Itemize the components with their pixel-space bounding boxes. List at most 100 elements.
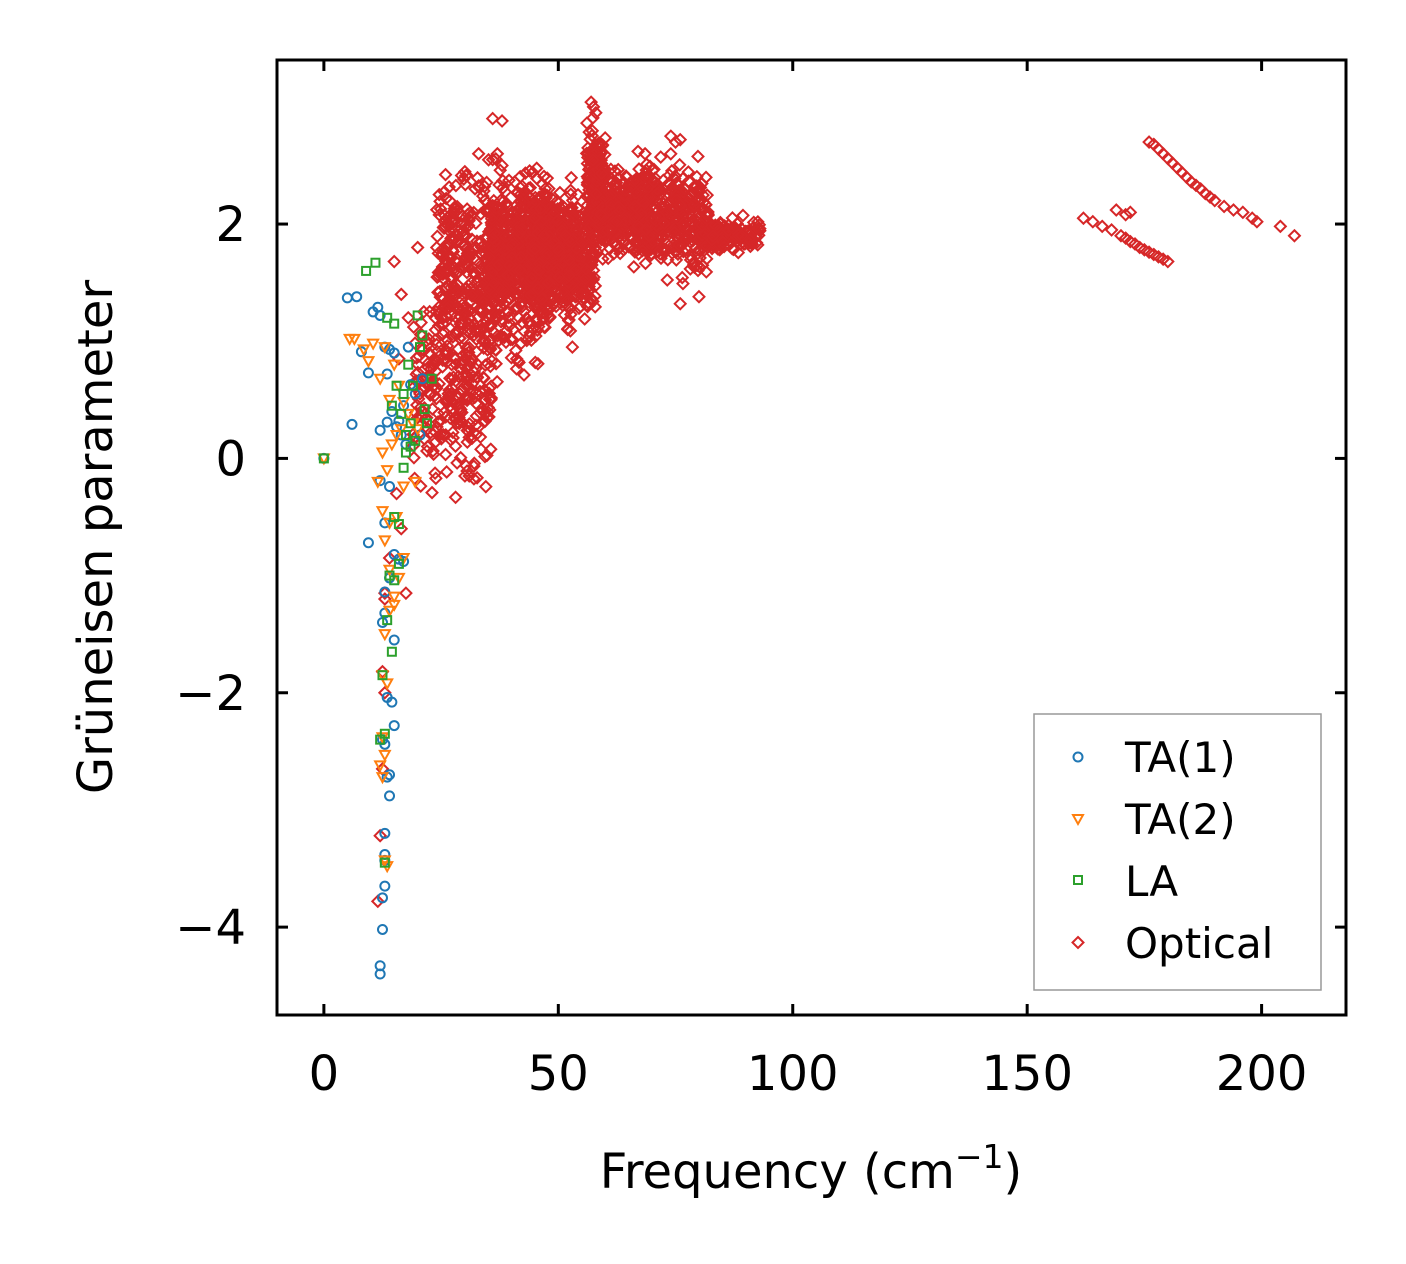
optical-point — [428, 388, 442, 403]
optical-point — [508, 343, 523, 358]
optical-point — [560, 294, 574, 308]
optical-point — [438, 258, 453, 273]
optical-point — [549, 285, 564, 300]
optical-point — [394, 521, 409, 536]
la-point — [400, 429, 411, 440]
optical-point — [513, 284, 527, 299]
ta1-point — [388, 347, 400, 359]
optical-point — [452, 302, 467, 317]
optical-point — [581, 171, 596, 186]
optical-point — [433, 290, 448, 305]
la-point — [403, 359, 414, 370]
optical-point — [660, 219, 675, 234]
optical-point — [1104, 222, 1119, 237]
optical-point — [431, 406, 446, 421]
optical-point — [377, 685, 392, 700]
legend-marker-ta2 — [1071, 814, 1085, 827]
optical-point — [523, 288, 538, 303]
legend-label-ta1: TA(1) — [1124, 733, 1236, 782]
optical-point — [596, 225, 610, 240]
optical-point — [455, 382, 469, 397]
optical-point — [505, 237, 520, 252]
optical-point — [564, 170, 579, 185]
la-point — [391, 380, 402, 391]
optical-point — [439, 241, 454, 255]
optical-point — [699, 206, 713, 221]
optical-point — [717, 239, 731, 254]
ta2-point — [366, 338, 380, 351]
optical-point — [530, 356, 545, 371]
optical-point — [495, 158, 509, 173]
optical-point — [423, 425, 438, 440]
optical-point — [617, 212, 632, 227]
optical-point — [589, 187, 603, 202]
optical-point — [443, 238, 457, 252]
ta1-point — [379, 827, 391, 839]
optical-point — [411, 357, 425, 372]
optical-point — [657, 216, 672, 231]
optical-point — [693, 250, 707, 265]
la-point — [398, 462, 409, 473]
optical-point — [1123, 205, 1138, 220]
optical-point — [582, 240, 596, 254]
optical-point — [673, 132, 688, 147]
optical-point — [525, 165, 540, 180]
optical-point — [672, 197, 687, 212]
optical-point — [463, 205, 478, 220]
optical-point — [590, 144, 605, 158]
optical-point — [609, 214, 624, 229]
optical-point — [491, 280, 506, 295]
optical-point — [492, 177, 507, 192]
optical-point — [421, 356, 436, 370]
optical-point — [528, 241, 542, 256]
optical-point — [476, 370, 491, 385]
optical-point — [460, 300, 474, 315]
optical-point — [457, 354, 472, 369]
optical-point — [478, 479, 493, 494]
optical-point — [485, 231, 500, 246]
optical-point — [466, 317, 481, 332]
ta2-point — [382, 564, 397, 577]
ta1-point — [381, 416, 393, 428]
optical-point — [465, 376, 480, 391]
optical-point — [517, 368, 531, 382]
optical-point — [537, 169, 551, 184]
x-axis-label: Frequency (cm−1) — [600, 1137, 1023, 1200]
optical-point — [595, 251, 610, 266]
optical-point — [509, 351, 524, 366]
optical-point — [502, 268, 517, 283]
optical-point — [639, 163, 654, 178]
optical-point — [479, 175, 494, 190]
optical-point — [669, 253, 684, 267]
optical-point — [507, 175, 522, 189]
ta2-point — [375, 506, 390, 519]
optical-point — [459, 369, 474, 384]
optical-point — [463, 282, 478, 296]
la-point — [379, 857, 390, 868]
optical-point — [631, 144, 645, 159]
optical-point — [449, 235, 464, 249]
la-point — [375, 734, 386, 745]
ta1-point — [384, 790, 396, 802]
optical-point — [420, 439, 435, 454]
optical-point — [513, 194, 527, 209]
optical-point — [472, 180, 487, 195]
optical-point — [586, 153, 600, 168]
la-point — [389, 575, 400, 586]
optical-point — [513, 250, 528, 264]
optical-point — [606, 214, 621, 229]
optical-point — [561, 212, 576, 227]
optical-point — [513, 169, 528, 184]
optical-point — [446, 370, 461, 385]
optical-point — [507, 302, 522, 317]
optical-point — [576, 227, 591, 242]
optical-point — [428, 466, 442, 481]
optical-point — [500, 268, 515, 283]
optical-point — [628, 236, 643, 251]
ta2-point — [373, 760, 387, 773]
optical-point — [579, 261, 593, 276]
legend-marker-ta1 — [1072, 751, 1084, 763]
optical-point — [488, 234, 503, 249]
ta2-point — [410, 424, 425, 437]
optical-point — [473, 430, 488, 444]
